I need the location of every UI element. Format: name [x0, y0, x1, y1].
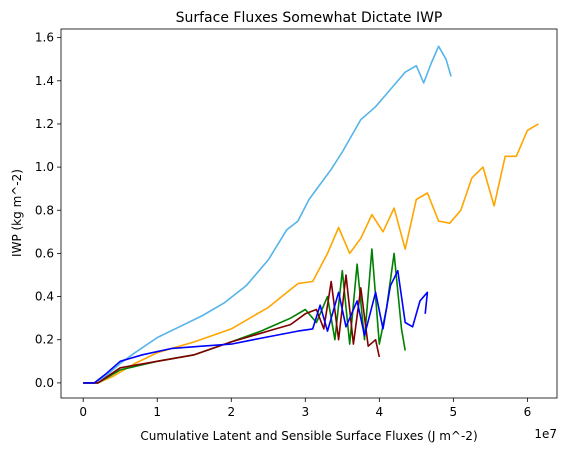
x-tick-label: 3 [301, 405, 309, 419]
y-tick-label: 0.6 [35, 246, 54, 260]
x-tick-label: 2 [227, 405, 235, 419]
chart-title: Surface Fluxes Somewhat Dictate IWP [176, 10, 443, 26]
y-tick-label: 1.0 [35, 160, 54, 174]
y-axis-ticks: 0.0 0.2 0.4 0.6 0.8 1.0 1.2 1.4 1.6 [35, 31, 61, 390]
series-layer [83, 45, 539, 384]
series-line-2 [83, 123, 539, 384]
x-axis-offset-label: 1e7 [534, 427, 557, 441]
plot-frame [60, 28, 558, 399]
y-tick-label: 0.4 [35, 290, 54, 304]
y-tick-label: 0.8 [35, 203, 54, 217]
series-line-4 [83, 274, 381, 384]
x-axis-label: Cumulative Latent and Sensible Surface F… [140, 429, 477, 443]
x-tick-label: 0 [79, 405, 87, 419]
y-tick-label: 1.6 [35, 31, 54, 45]
x-tick-label: 6 [524, 405, 532, 419]
x-axis-ticks: 0 1 2 3 4 5 6 [79, 398, 531, 419]
x-tick-label: 5 [450, 405, 458, 419]
x-tick-label: 1 [153, 405, 161, 419]
y-tick-label: 0.0 [35, 376, 54, 390]
y-axis-label: IWP (kg m^-2) [10, 169, 24, 257]
series-line-1 [83, 45, 452, 384]
y-tick-label: 0.2 [35, 333, 54, 347]
series-line-5 [83, 269, 429, 384]
y-tick-label: 1.4 [35, 74, 54, 88]
x-tick-label: 4 [376, 405, 384, 419]
y-tick-label: 1.2 [35, 117, 54, 131]
